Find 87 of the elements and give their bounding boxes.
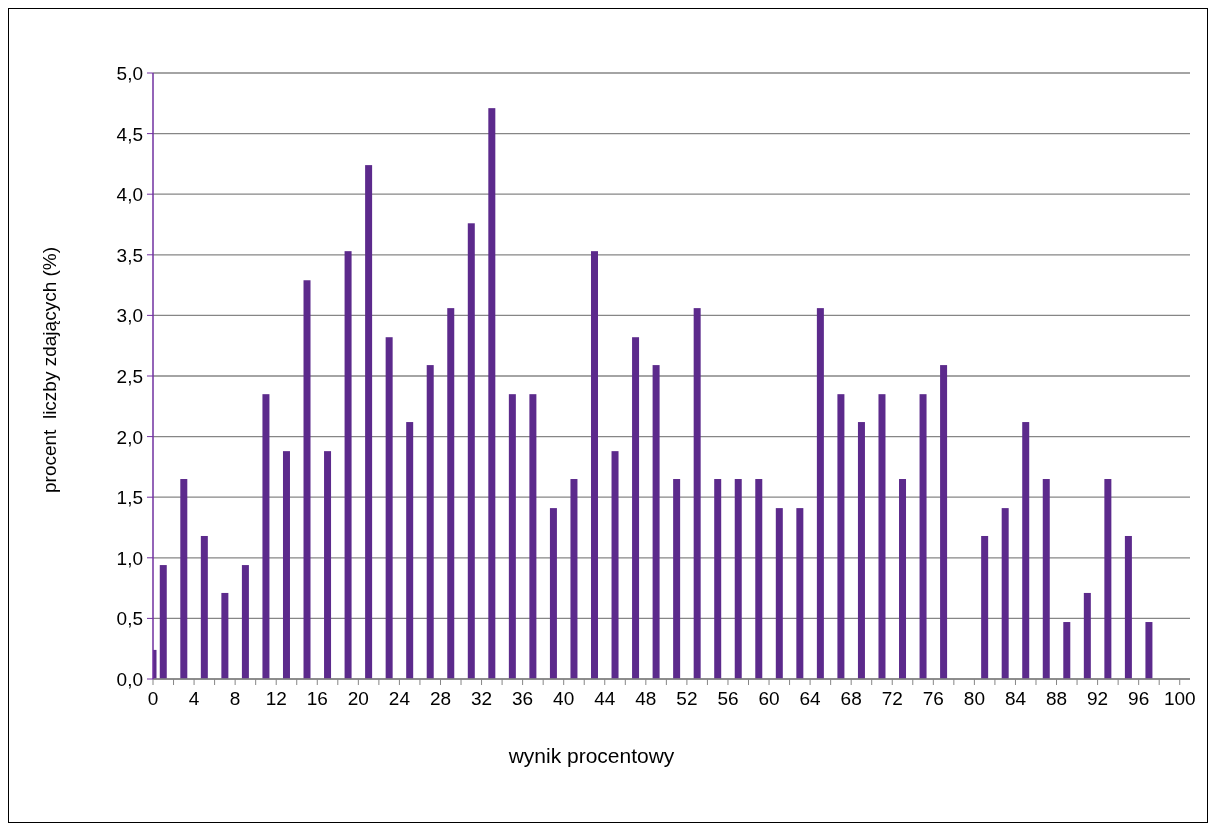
bar: [426, 365, 434, 679]
bar: [508, 394, 516, 679]
bar: [221, 592, 229, 679]
y-tick-label: 1,0: [116, 547, 143, 569]
bar: [611, 451, 619, 679]
bar: [1104, 479, 1112, 679]
x-tick-label: 12: [265, 688, 287, 709]
x-tick-label: 84: [1004, 688, 1027, 709]
y-tick-label: 2,5: [116, 366, 143, 387]
bar: [1042, 479, 1050, 679]
x-tick-label: 48: [635, 688, 657, 709]
bar: [406, 422, 414, 679]
y-tick-label: 0,0: [116, 669, 143, 690]
bar: [1145, 622, 1153, 679]
bar: [816, 308, 824, 679]
bar: [673, 479, 681, 679]
y-tick-label: 0,5: [116, 608, 143, 630]
x-tick-label: 20: [347, 688, 369, 709]
x-tick-label: 28: [429, 688, 452, 709]
bar: [303, 280, 311, 679]
bar: [1022, 422, 1030, 679]
bar: [447, 308, 455, 679]
bar: [365, 165, 373, 679]
bar: [857, 422, 865, 679]
bar: [200, 535, 208, 679]
y-tick-label: 5,0: [116, 63, 143, 84]
x-axis-title: wynik procentowy: [507, 744, 675, 767]
bar: [1063, 622, 1071, 679]
x-tick-label: 76: [922, 688, 944, 709]
bar: [796, 508, 804, 679]
x-tick-label: 100: [1163, 688, 1196, 709]
x-tick-label: 32: [470, 688, 493, 709]
bar: [878, 394, 886, 679]
x-tick-label: 8: [229, 688, 241, 709]
bar: [734, 479, 742, 679]
y-tick-label: 1,5: [116, 487, 143, 509]
y-tick-label: 3,0: [116, 305, 143, 327]
bar: [714, 479, 722, 679]
x-tick-label: 60: [758, 688, 780, 709]
bar: [632, 337, 640, 679]
x-tick-label: 80: [963, 688, 985, 709]
y-axis-title: procent liczby zdających (%): [39, 246, 60, 494]
x-tick-label: 4: [188, 688, 200, 709]
bar: [549, 508, 557, 679]
bar: [385, 337, 393, 679]
y-tick-label: 2,0: [116, 426, 143, 448]
x-tick-label: 16: [306, 688, 328, 709]
bar: [241, 565, 249, 679]
x-tick-label: 24: [388, 688, 411, 709]
x-tick-label: 52: [676, 688, 698, 709]
bar: [1124, 535, 1132, 679]
bar: [1083, 592, 1091, 679]
bar: [159, 565, 167, 679]
x-tick-label: 0: [147, 688, 159, 709]
bar: [180, 479, 188, 679]
bar: [755, 479, 763, 679]
x-tick-label: 72: [881, 688, 903, 709]
bar: [837, 394, 845, 679]
bar: [282, 451, 290, 679]
bar: [467, 223, 475, 679]
x-tick-label: 64: [799, 688, 822, 709]
y-tick-label: 4,5: [116, 123, 143, 145]
bar: [344, 251, 352, 679]
y-tick-label: 3,5: [116, 244, 143, 266]
bar: [529, 394, 537, 679]
bar: [899, 479, 907, 679]
bar: [488, 108, 496, 679]
bar: [919, 394, 927, 679]
x-tick-label: 44: [594, 688, 616, 709]
x-tick-label: 96: [1128, 688, 1150, 709]
x-tick-label: 40: [553, 688, 575, 709]
x-tick-label: 68: [840, 688, 862, 709]
bar: [591, 251, 598, 679]
bar: [940, 365, 948, 679]
bar: [262, 394, 270, 679]
bar: [324, 451, 332, 679]
bar: [693, 308, 701, 679]
bar: [775, 508, 783, 679]
bar: [570, 479, 578, 679]
x-tick-label: 36: [512, 688, 534, 709]
x-tick-label: 92: [1087, 688, 1109, 709]
bar: [652, 365, 660, 679]
bar: [981, 535, 989, 679]
bar: [1001, 508, 1009, 679]
y-tick-label: 4,0: [116, 184, 143, 206]
x-tick-label: 88: [1045, 688, 1068, 709]
x-tick-label: 56: [717, 688, 739, 709]
